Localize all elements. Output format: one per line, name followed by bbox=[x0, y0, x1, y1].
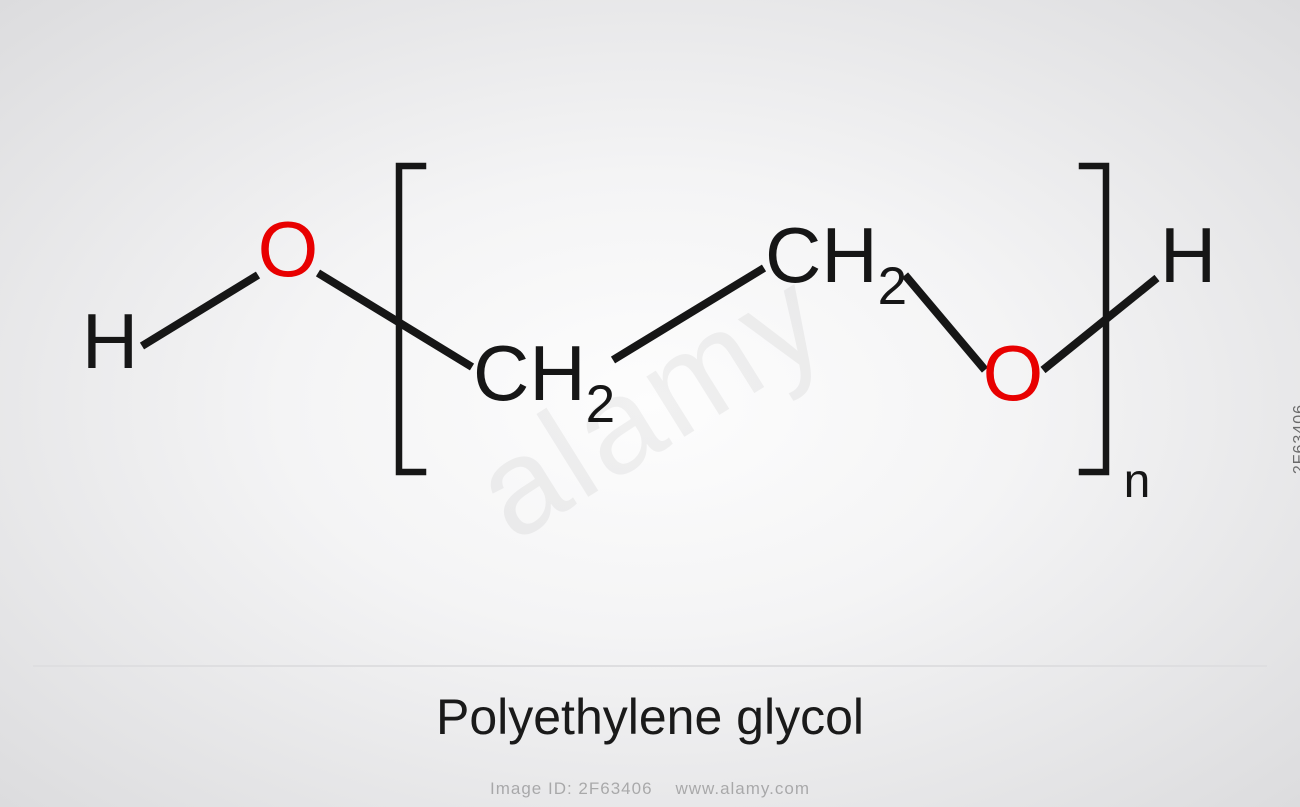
compound-name-caption: Polyethylene glycol bbox=[0, 688, 1300, 746]
watermark-bottom-domain: www.alamy.com bbox=[675, 779, 810, 798]
bond-line bbox=[905, 275, 985, 370]
atom-H_left: H bbox=[82, 297, 138, 385]
atoms-group: H O CH2 CH2 O Hn bbox=[82, 205, 1216, 508]
brackets-group bbox=[399, 166, 1106, 472]
page: HOCH2CH2OHn alamy Polyethylene glycol Im… bbox=[0, 0, 1300, 807]
divider-line bbox=[33, 665, 1267, 667]
chemical-structure-svg: H O CH2 CH2 O Hn bbox=[0, 0, 1300, 660]
atom-CH2_left: CH2 bbox=[473, 329, 615, 434]
atom-CH2_right: CH2 bbox=[765, 211, 907, 316]
bond-line bbox=[1043, 278, 1157, 370]
atom-O_right: O bbox=[983, 329, 1044, 417]
image-code-side: 2F63406 bbox=[1291, 404, 1300, 474]
image-code-side-text: 2F63406 bbox=[1291, 404, 1300, 474]
atom-n: n bbox=[1124, 455, 1151, 508]
atom-O_left: O bbox=[258, 205, 319, 293]
watermark-bottom-prefix: Image ID: bbox=[490, 779, 578, 798]
watermark-bottom-id: 2F63406 bbox=[578, 779, 652, 798]
caption-text: Polyethylene glycol bbox=[436, 689, 864, 745]
bond-line bbox=[142, 275, 258, 346]
left-bracket bbox=[399, 166, 423, 472]
bond-line bbox=[318, 273, 472, 367]
bond-line bbox=[613, 268, 764, 360]
atom-H_right: H bbox=[1160, 211, 1216, 299]
watermark-bottom: Image ID: 2F63406 www.alamy.com bbox=[0, 779, 1300, 799]
